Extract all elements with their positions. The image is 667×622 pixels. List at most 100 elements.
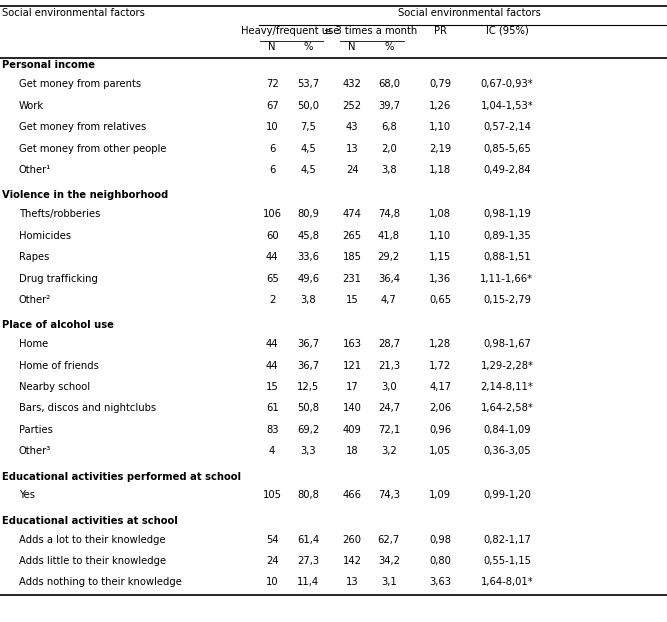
Text: Other²: Other² (19, 295, 51, 305)
Text: 24,7: 24,7 (378, 404, 400, 414)
Text: 185: 185 (343, 252, 362, 262)
Text: Thefts/robberies: Thefts/robberies (19, 209, 100, 219)
Text: 36,4: 36,4 (378, 274, 400, 284)
Text: 7,5: 7,5 (300, 122, 316, 132)
Text: 0,79: 0,79 (429, 79, 452, 90)
Text: Get money from other people: Get money from other people (19, 144, 166, 154)
Text: 4,17: 4,17 (429, 382, 452, 392)
Text: 15: 15 (346, 295, 359, 305)
Text: 260: 260 (343, 534, 362, 544)
Text: 0,98-1,67: 0,98-1,67 (483, 339, 531, 349)
Text: 21,3: 21,3 (378, 361, 400, 371)
Text: 50,8: 50,8 (297, 404, 319, 414)
Text: 1,04-1,53*: 1,04-1,53* (480, 101, 534, 111)
Text: 265: 265 (343, 231, 362, 241)
Text: 18: 18 (346, 447, 358, 457)
Text: 13: 13 (346, 144, 358, 154)
Text: 0,67-0,93*: 0,67-0,93* (480, 79, 534, 90)
Text: 140: 140 (343, 404, 362, 414)
Text: 80,9: 80,9 (297, 209, 319, 219)
Text: 1,26: 1,26 (429, 101, 452, 111)
Text: 62,7: 62,7 (378, 534, 400, 544)
Text: 106: 106 (263, 209, 281, 219)
Text: 54: 54 (266, 534, 278, 544)
Text: 1,10: 1,10 (429, 122, 452, 132)
Text: Home: Home (19, 339, 48, 349)
Text: 0,85-5,65: 0,85-5,65 (483, 144, 531, 154)
Text: 11,4: 11,4 (297, 577, 319, 587)
Text: 43: 43 (346, 122, 358, 132)
Text: Other³: Other³ (19, 447, 51, 457)
Text: N: N (268, 42, 276, 52)
Text: 1,64-8,01*: 1,64-8,01* (480, 577, 534, 587)
Text: Place of alcohol use: Place of alcohol use (2, 320, 114, 330)
Text: 65: 65 (265, 274, 279, 284)
Text: 53,7: 53,7 (297, 79, 319, 90)
Text: 0,89-1,35: 0,89-1,35 (483, 231, 531, 241)
Text: 36,7: 36,7 (297, 339, 319, 349)
Text: Educational activities at school: Educational activities at school (2, 516, 177, 526)
Text: 44: 44 (266, 339, 278, 349)
Text: 41,8: 41,8 (378, 231, 400, 241)
Text: 68,0: 68,0 (378, 79, 400, 90)
Text: Adds a lot to their knowledge: Adds a lot to their knowledge (19, 534, 165, 544)
Text: 1,10: 1,10 (429, 231, 452, 241)
Text: 163: 163 (343, 339, 362, 349)
Text: Social environmental factors: Social environmental factors (398, 8, 541, 18)
Text: 72,1: 72,1 (378, 425, 400, 435)
Text: 0,98-1,19: 0,98-1,19 (483, 209, 531, 219)
Text: Get money from relatives: Get money from relatives (19, 122, 146, 132)
Text: 252: 252 (343, 101, 362, 111)
Text: ≤ 3 times a month: ≤ 3 times a month (324, 26, 417, 36)
Text: 36,7: 36,7 (297, 361, 319, 371)
Text: 0,15-2,79: 0,15-2,79 (483, 295, 531, 305)
Text: 3,8: 3,8 (300, 295, 316, 305)
Text: 0,49-2,84: 0,49-2,84 (483, 165, 531, 175)
Text: Violence in the neighborhood: Violence in the neighborhood (2, 190, 168, 200)
Text: 1,36: 1,36 (429, 274, 452, 284)
Text: 1,05: 1,05 (429, 447, 452, 457)
Text: 0,84-1,09: 0,84-1,09 (483, 425, 531, 435)
Text: 1,28: 1,28 (429, 339, 452, 349)
Text: Drug trafficking: Drug trafficking (19, 274, 97, 284)
Text: Parties: Parties (19, 425, 53, 435)
Text: Work: Work (19, 101, 44, 111)
Text: %: % (384, 42, 394, 52)
Text: 33,6: 33,6 (297, 252, 319, 262)
Text: 0,57-2,14: 0,57-2,14 (483, 122, 531, 132)
Text: 27,3: 27,3 (297, 556, 319, 566)
Text: Other¹: Other¹ (19, 165, 51, 175)
Text: 12,5: 12,5 (297, 382, 319, 392)
Text: Rapes: Rapes (19, 252, 49, 262)
Text: Educational activities performed at school: Educational activities performed at scho… (2, 471, 241, 481)
Text: 0,80: 0,80 (430, 556, 451, 566)
Text: 60: 60 (266, 231, 278, 241)
Text: 10: 10 (266, 122, 278, 132)
Text: PR: PR (434, 26, 447, 36)
Text: 45,8: 45,8 (297, 231, 319, 241)
Text: 0,65: 0,65 (429, 295, 452, 305)
Text: 61,4: 61,4 (297, 534, 319, 544)
Text: Heavy/frequent use: Heavy/frequent use (241, 26, 340, 36)
Text: Personal income: Personal income (2, 60, 95, 70)
Text: 24: 24 (266, 556, 278, 566)
Text: %: % (303, 42, 313, 52)
Text: 67: 67 (265, 101, 279, 111)
Text: 0,96: 0,96 (429, 425, 452, 435)
Text: 4,7: 4,7 (381, 295, 397, 305)
Text: 2,19: 2,19 (429, 144, 452, 154)
Text: 0,99-1,20: 0,99-1,20 (483, 491, 531, 501)
Text: 231: 231 (343, 274, 362, 284)
Text: IC (95%): IC (95%) (486, 26, 528, 36)
Text: 105: 105 (263, 491, 281, 501)
Text: 69,2: 69,2 (297, 425, 319, 435)
Text: N: N (348, 42, 356, 52)
Text: Homicides: Homicides (19, 231, 71, 241)
Text: 49,6: 49,6 (297, 274, 319, 284)
Text: 61: 61 (265, 404, 279, 414)
Text: 6: 6 (269, 165, 275, 175)
Text: 3,1: 3,1 (381, 577, 397, 587)
Text: 1,15: 1,15 (429, 252, 452, 262)
Text: Yes: Yes (19, 491, 35, 501)
Text: 74,3: 74,3 (378, 491, 400, 501)
